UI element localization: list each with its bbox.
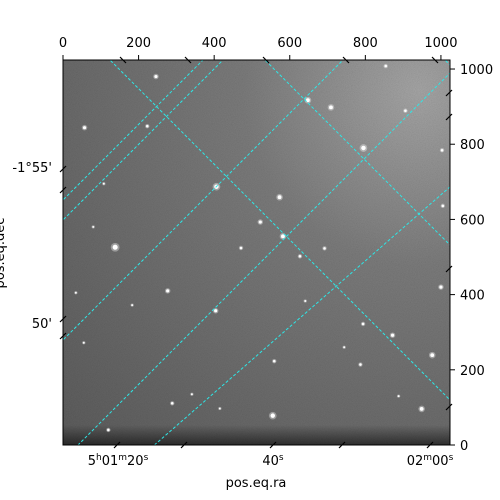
- star-point: [214, 309, 218, 313]
- y-tick-label: 0: [460, 439, 468, 454]
- star-point: [74, 291, 77, 294]
- star-point: [272, 359, 276, 363]
- star-point: [419, 406, 424, 411]
- y-axis-label: pos.eq.dec: [0, 218, 8, 289]
- star-point: [404, 109, 407, 113]
- star-point: [343, 346, 346, 349]
- x-axis-label: pos.eq.ra: [226, 476, 287, 491]
- x-tick-label: 600: [277, 36, 302, 51]
- star-point: [82, 341, 85, 344]
- x-tick-label: 400: [202, 36, 227, 51]
- dec-tick-label-1: -1°55': [12, 161, 52, 176]
- star-point: [298, 254, 302, 258]
- star-point: [305, 98, 310, 103]
- x-tick-label: 0: [59, 36, 67, 51]
- star-point: [359, 363, 362, 366]
- ra-tick-label-3: 02m00s: [407, 453, 454, 469]
- x-tick-label: 800: [353, 36, 378, 51]
- dec-grid-line: [77, 72, 450, 445]
- star-point: [145, 124, 149, 128]
- dec-tick-label-2: 50': [32, 317, 52, 332]
- star-point: [361, 322, 365, 326]
- star-point: [361, 145, 366, 151]
- star-points: [74, 63, 446, 433]
- star-point: [218, 407, 221, 410]
- star-point: [112, 244, 118, 250]
- dec-grid-line: [153, 186, 450, 445]
- star-point: [239, 246, 243, 250]
- star-point: [397, 395, 400, 398]
- y-pixel-ticks: 0 200 400 600 800 1000: [450, 63, 493, 454]
- star-point: [102, 182, 105, 185]
- star-point: [92, 225, 95, 228]
- x-tick-label: 200: [126, 36, 151, 51]
- star-point: [258, 220, 262, 224]
- star-point: [323, 247, 326, 250]
- star-point: [390, 333, 395, 337]
- ra-grid-line: [109, 60, 450, 401]
- sky-image: [63, 60, 450, 445]
- star-point: [441, 204, 445, 208]
- x-pixel-ticks: 0 200 400 600 800 1000: [59, 36, 457, 60]
- star-point: [329, 105, 333, 110]
- star-point: [270, 413, 275, 418]
- star-point: [170, 401, 174, 405]
- star-point: [304, 300, 307, 302]
- star-point: [82, 126, 87, 130]
- star-point: [107, 428, 110, 432]
- ra-tick-label-1: 5h01m20s: [88, 453, 149, 469]
- y-tick-label: 800: [460, 138, 485, 153]
- plot-frame: [62, 59, 451, 446]
- star-point: [440, 148, 444, 152]
- x-tick-label: 1000: [424, 36, 457, 51]
- star-point: [166, 289, 170, 293]
- star-point: [430, 353, 435, 358]
- coordinate-grid: [63, 60, 450, 445]
- ra-tick-label-2: 40s: [262, 453, 284, 469]
- star-point: [190, 393, 193, 396]
- star-point: [281, 234, 285, 239]
- dec-grid-line: [63, 60, 344, 341]
- y-tick-label: 600: [460, 213, 485, 228]
- dec-grid-line: [63, 60, 204, 201]
- y-tick-label: 1000: [460, 63, 493, 78]
- star-point: [277, 195, 282, 200]
- world-tick-marks: [59, 56, 453, 449]
- star-point: [154, 74, 158, 79]
- y-tick-label: 400: [460, 289, 485, 304]
- y-tick-label: 200: [460, 364, 485, 379]
- star-point: [439, 285, 443, 289]
- star-point: [131, 304, 134, 307]
- star-point: [384, 64, 388, 68]
